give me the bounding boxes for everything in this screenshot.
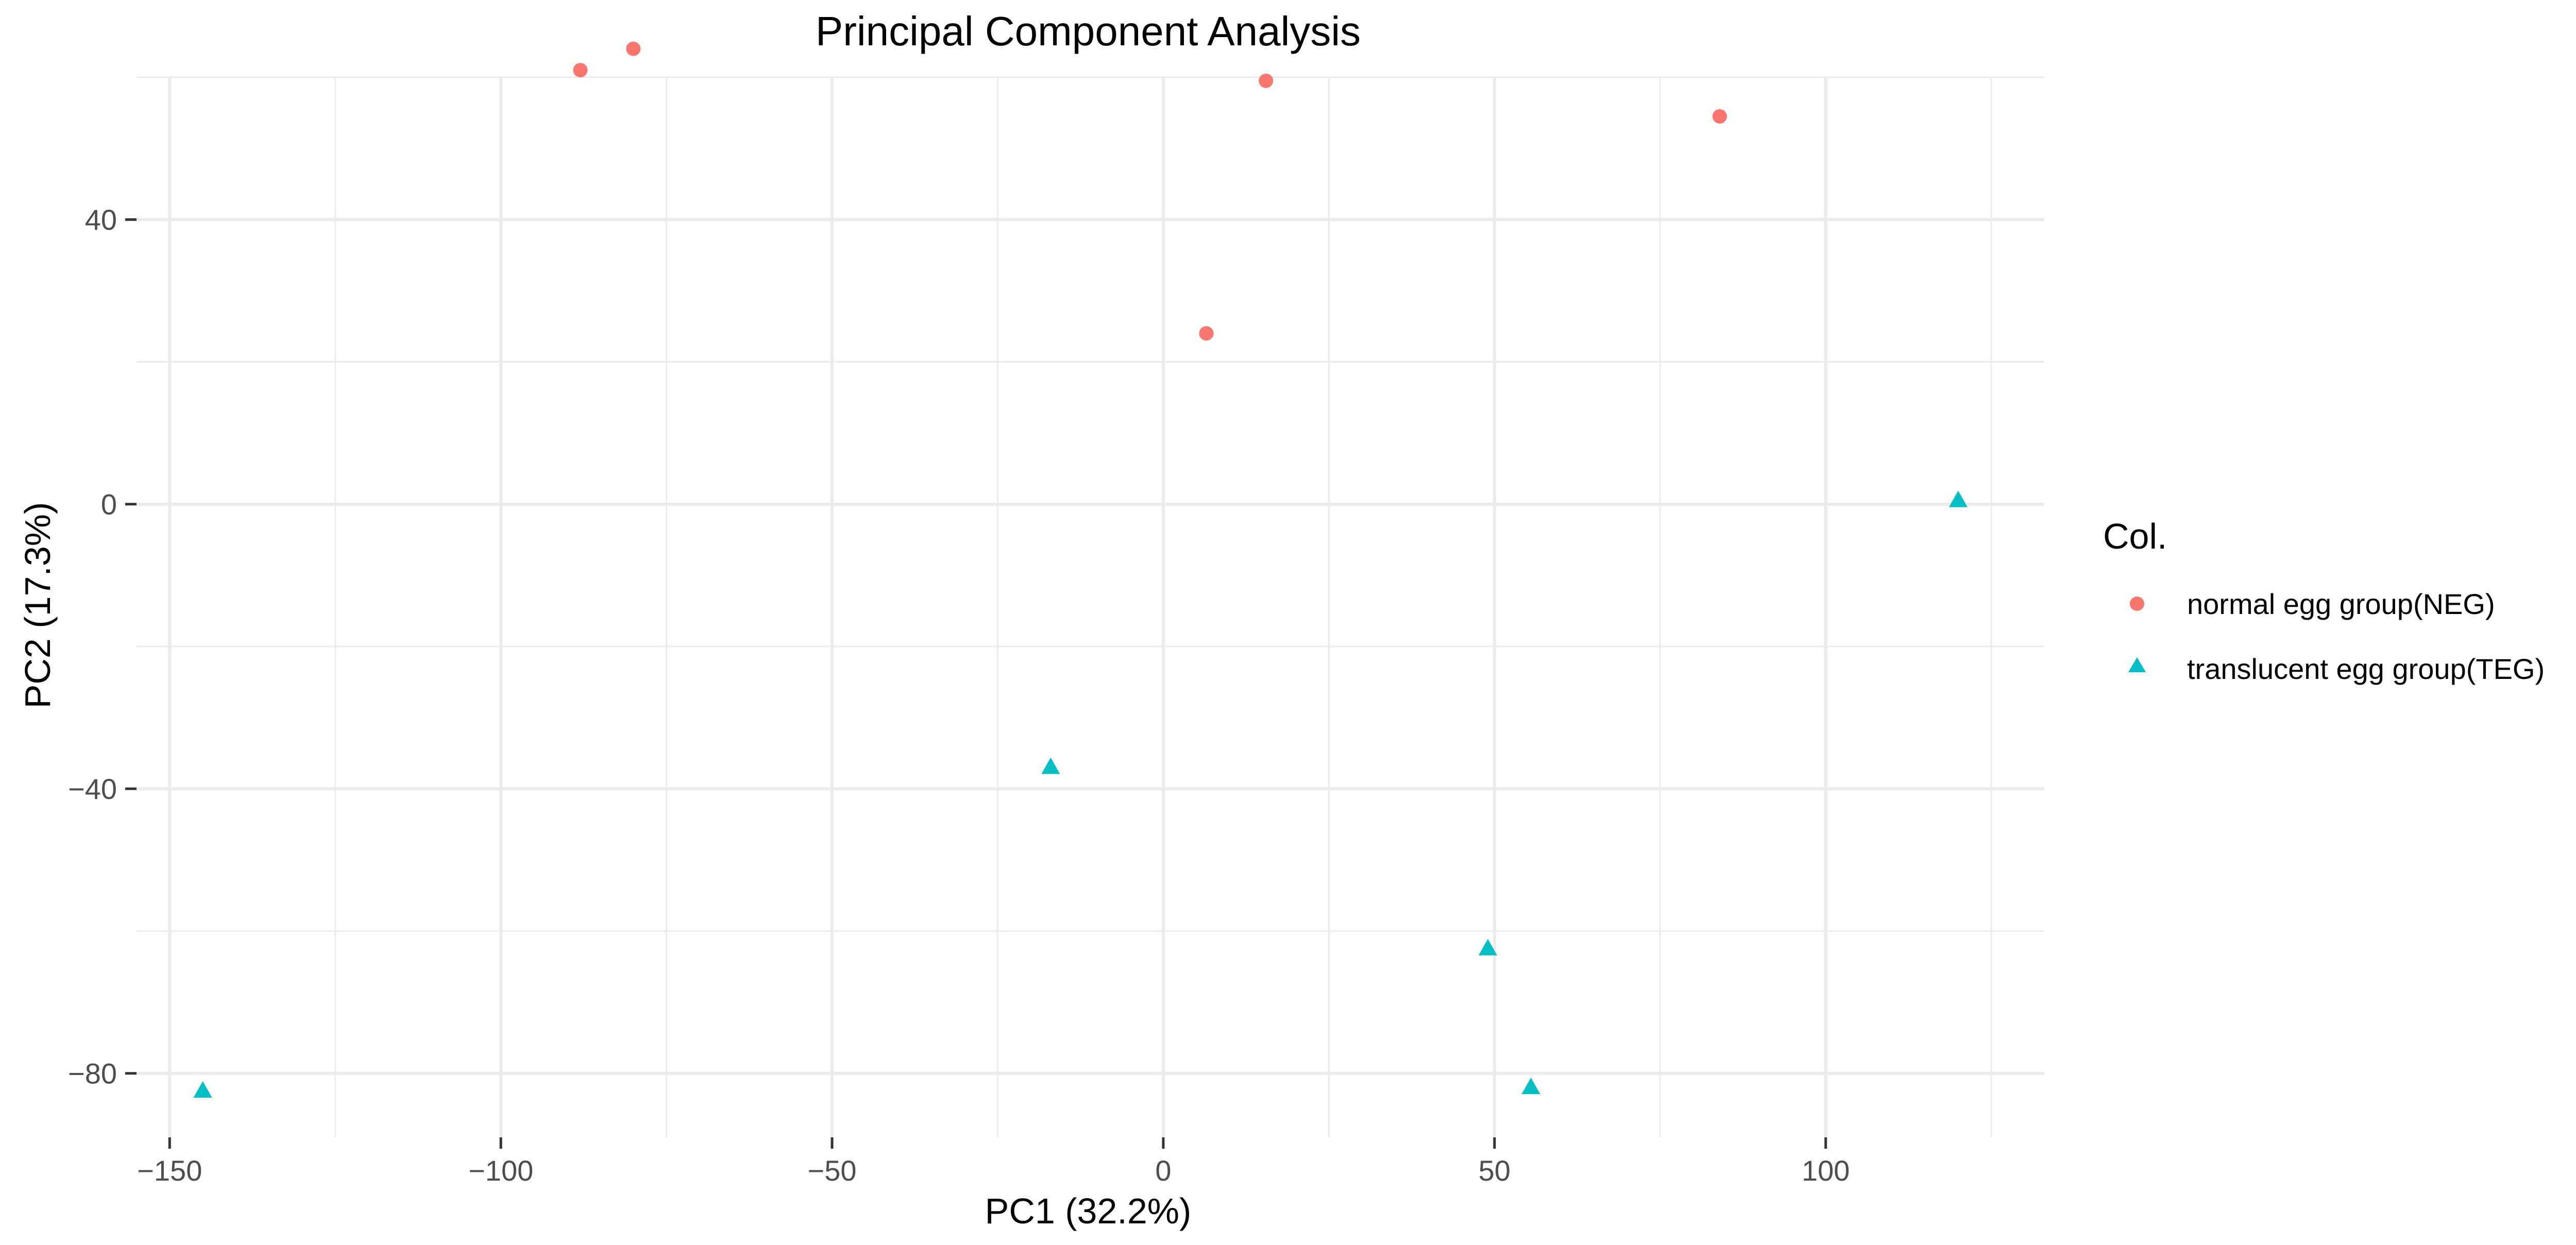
minor-gridlines [137, 76, 2044, 1137]
x-tick-label: −150 [137, 1154, 202, 1187]
y-tick-label: −40 [68, 773, 117, 805]
x-tick-label: −50 [808, 1154, 857, 1187]
legend-label-teg: translucent egg group(TEG) [2187, 653, 2545, 685]
data-point-neg [1199, 326, 1214, 341]
legend-key-neg [2130, 596, 2144, 611]
y-tick-label: 40 [85, 203, 117, 236]
legend-title: Col. [2103, 516, 2167, 556]
data-point-teg [1948, 490, 1968, 507]
x-tick-label: −100 [468, 1154, 533, 1187]
y-tick-label: −80 [68, 1058, 117, 1090]
x-tick-label: 100 [1802, 1154, 1850, 1187]
data-point-neg [626, 41, 641, 56]
major-gridlines [137, 77, 2044, 1137]
data-point-neg [1712, 109, 1727, 124]
chart-title: Principal Component Analysis [816, 8, 1361, 54]
legend-label-neg: normal egg group(NEG) [2187, 588, 2495, 620]
data-point-teg [1041, 757, 1060, 774]
data-points [193, 41, 1968, 1098]
data-point-teg [193, 1081, 212, 1098]
data-point-teg [1478, 939, 1497, 956]
x-tick-label: 50 [1479, 1154, 1511, 1187]
legend: Col. normal egg group(NEG) translucent e… [2103, 516, 2545, 685]
x-tick-label: 0 [1155, 1154, 1171, 1187]
y-axis-title: PC2 (17.3%) [18, 502, 58, 709]
legend-key-teg [2128, 657, 2146, 672]
y-tick-label: 0 [101, 488, 117, 521]
axis-tick-labels: −150 −100 −50 0 50 100 −80 −40 0 40 [68, 203, 1850, 1187]
data-point-teg [1521, 1078, 1540, 1095]
data-point-neg [1259, 73, 1274, 88]
data-point-neg [573, 63, 588, 78]
axis-ticks [125, 218, 1827, 1149]
x-axis-title: PC1 (32.2%) [985, 1191, 1192, 1231]
